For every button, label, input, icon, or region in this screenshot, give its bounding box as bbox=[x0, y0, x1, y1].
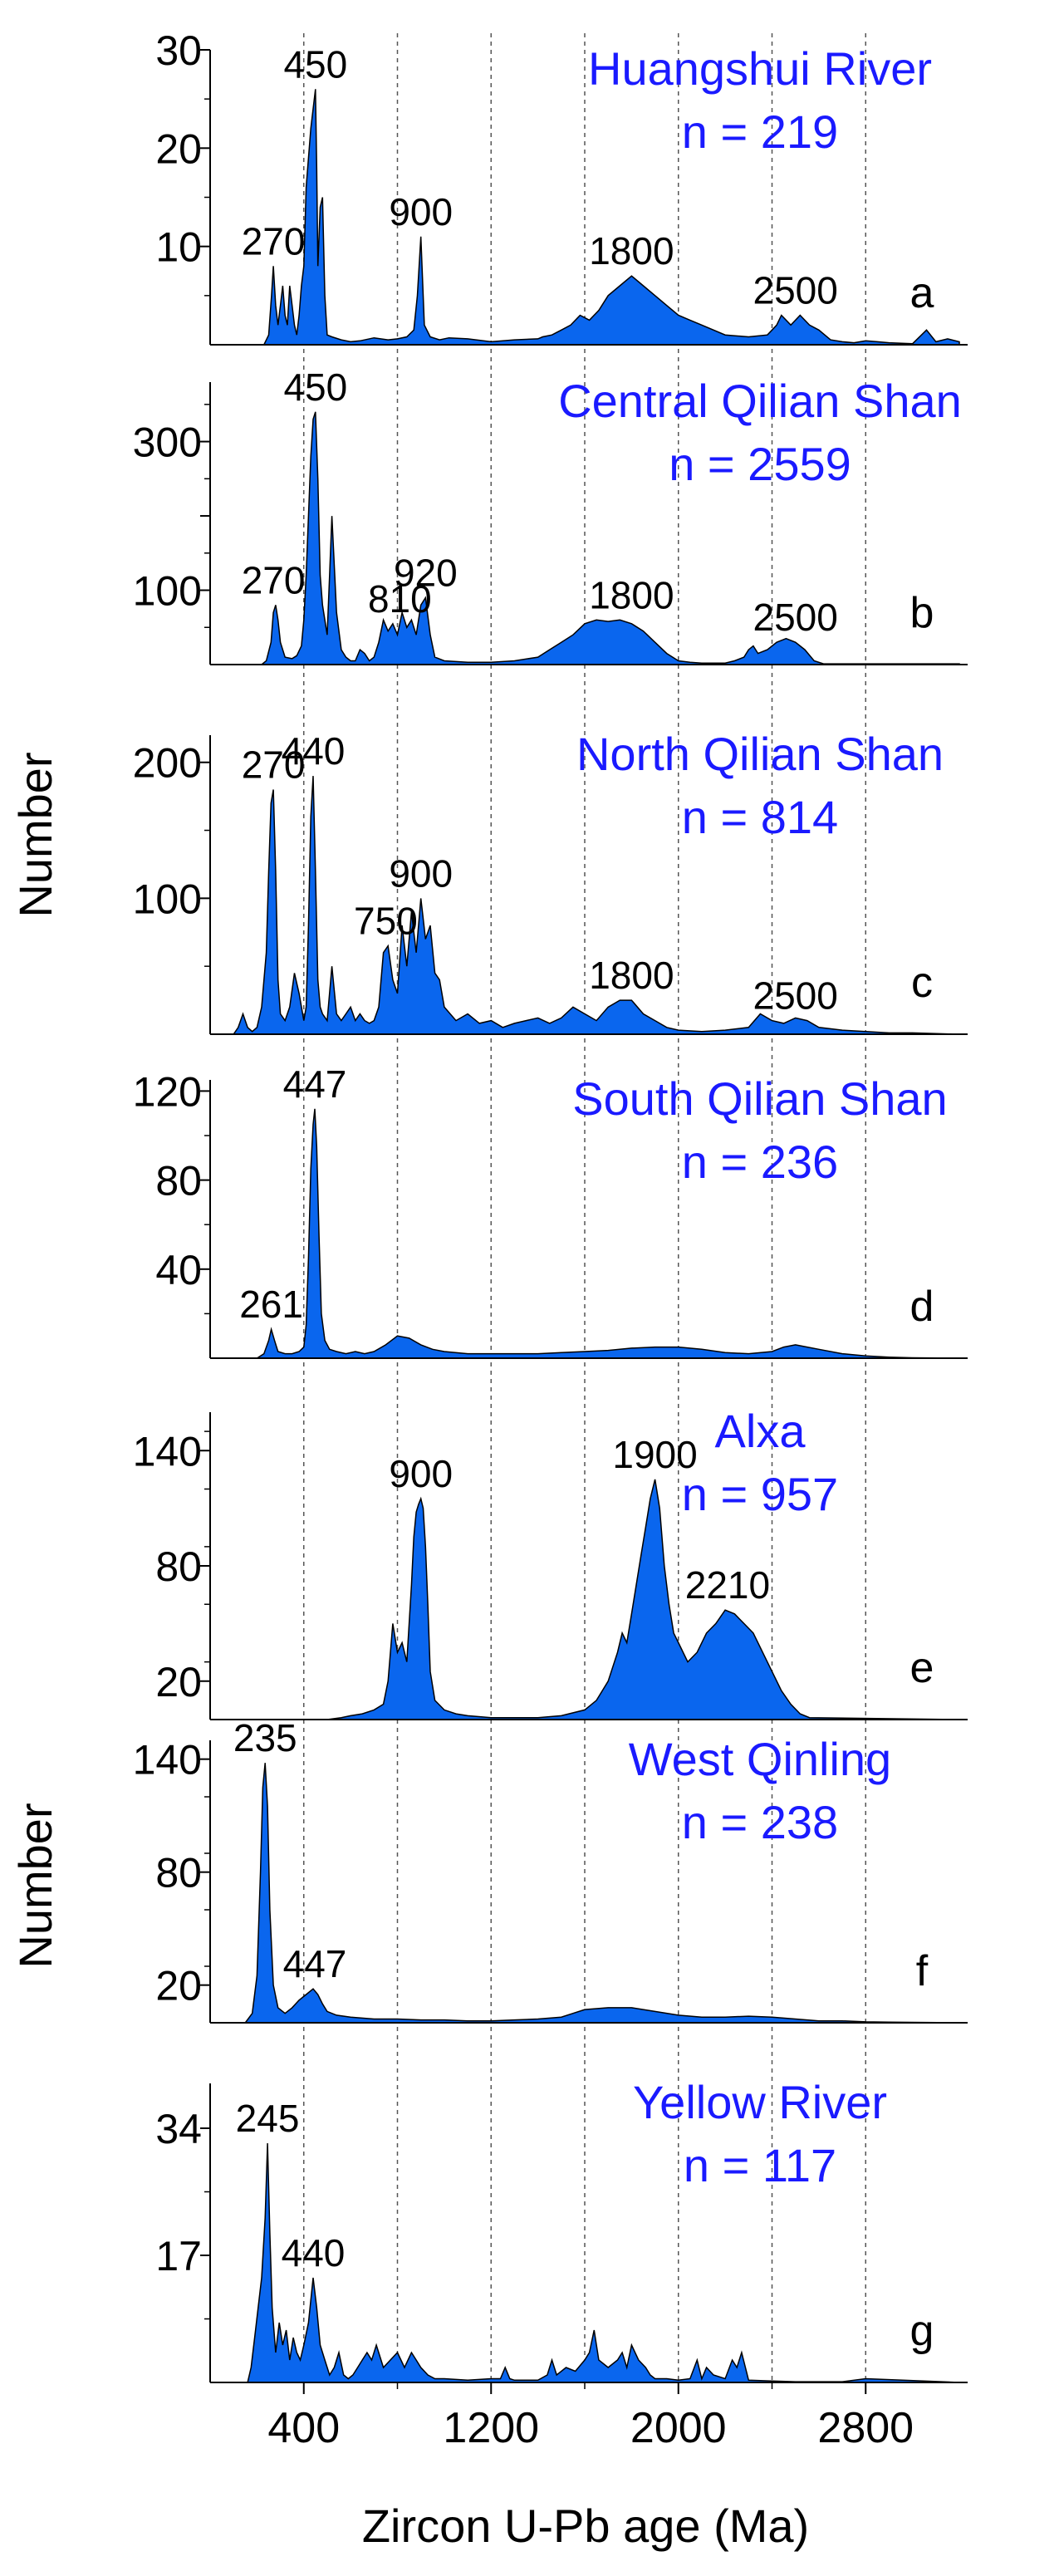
peak-label: 245 bbox=[236, 2097, 300, 2140]
series-area bbox=[210, 1479, 960, 1720]
peak-label: 447 bbox=[283, 1942, 347, 1985]
peak-label: 2500 bbox=[753, 269, 838, 312]
peak-label: 1800 bbox=[589, 229, 674, 272]
panel-letter: g bbox=[910, 2307, 934, 2355]
peak-label: 261 bbox=[239, 1283, 303, 1326]
series-area bbox=[210, 89, 960, 346]
y-tick-label: 80 bbox=[155, 1158, 202, 1205]
panel-sample-size: n = 219 bbox=[682, 105, 838, 158]
y-tick-label: 120 bbox=[133, 1068, 202, 1115]
panel-sample-size: n = 238 bbox=[682, 1796, 838, 1848]
peak-label: 270 bbox=[242, 558, 306, 601]
series-area bbox=[210, 2142, 960, 2383]
x-tick-label: 2800 bbox=[817, 2404, 914, 2452]
shared-x-axis: Number Number Zircon U-Pb age (Ma) bbox=[9, 752, 809, 2552]
panel-letter: c bbox=[911, 959, 933, 1007]
peak-label: 440 bbox=[282, 2231, 346, 2274]
panel-a: 10 20 30 270 450 900 1800 2500 Huangshui River n … bbox=[155, 27, 968, 346]
peak-label: 270 bbox=[242, 743, 306, 786]
series-area bbox=[210, 411, 960, 665]
peak-label: 900 bbox=[389, 1452, 453, 1495]
panel-g: 17 34 245 440 Yellow River n = 117 g bbox=[155, 2076, 968, 2383]
y-tick-label: 34 bbox=[155, 2106, 202, 2152]
peak-label: 2210 bbox=[685, 1563, 770, 1607]
y-tick-label: 20 bbox=[155, 1963, 202, 2009]
panel-sample-size: n = 814 bbox=[682, 791, 838, 843]
peak-label: 1800 bbox=[589, 573, 674, 616]
peak-label: 750 bbox=[354, 900, 418, 943]
panel-letter: b bbox=[910, 589, 934, 637]
x-ticks: 400 1200 2000 2800 bbox=[267, 2382, 914, 2452]
y-axis-label-upper: Number bbox=[9, 752, 61, 917]
panel-sample-size: n = 236 bbox=[682, 1136, 838, 1188]
y-tick-label: 80 bbox=[155, 1850, 202, 1896]
panel-letter: e bbox=[910, 1644, 934, 1692]
peak-label: 450 bbox=[283, 366, 347, 409]
peak-label: 810 bbox=[368, 577, 432, 621]
y-tick-label: 20 bbox=[155, 1659, 202, 1705]
y-tick-label: 10 bbox=[155, 224, 202, 271]
panel-f: 20 80 140 235 447 West Qinling n = 238 f bbox=[133, 1716, 968, 2024]
panel-letter: f bbox=[916, 1947, 929, 1995]
y-tick-label: 300 bbox=[133, 420, 202, 466]
panel-e: 20 80 140 900 1900 2210 Alxa n = 957 e bbox=[133, 1405, 968, 1720]
gridlines bbox=[303, 33, 866, 2382]
series-area bbox=[210, 1763, 960, 2024]
panel-d: 40 80 120 261 447 South Qilian Shan n = 236 d bbox=[133, 1062, 968, 1359]
panels: 10 20 30 270 450 900 1800 2500 Huangshui River n … bbox=[133, 27, 968, 2452]
panel-title: South Qilian Shan bbox=[572, 1072, 947, 1125]
y-tick-label: 200 bbox=[133, 740, 202, 787]
panel-title: Alxa bbox=[715, 1405, 807, 1457]
peak-label: 447 bbox=[283, 1062, 347, 1106]
y-tick-label: 100 bbox=[133, 876, 202, 922]
peak-label: 235 bbox=[233, 1716, 297, 1759]
y-tick-label: 80 bbox=[155, 1543, 202, 1590]
x-tick-label: 2000 bbox=[630, 2404, 727, 2452]
x-axis-label: Zircon U-Pb age (Ma) bbox=[362, 2500, 809, 2552]
series-area bbox=[210, 1108, 960, 1359]
peak-label: 270 bbox=[242, 219, 306, 263]
panel-sample-size: n = 117 bbox=[684, 2139, 836, 2191]
peak-label: 900 bbox=[389, 851, 453, 895]
x-tick-label: 400 bbox=[267, 2404, 340, 2452]
y-tick-label: 40 bbox=[155, 1247, 202, 1293]
panel-sample-size: n = 957 bbox=[682, 1468, 838, 1520]
peak-label: 440 bbox=[282, 729, 346, 773]
y-tick-label: 17 bbox=[155, 2233, 202, 2279]
y-tick-label: 20 bbox=[155, 125, 202, 172]
peak-label: 2500 bbox=[753, 974, 838, 1018]
y-tick-label: 100 bbox=[133, 568, 202, 615]
panel-sample-size: n = 2559 bbox=[669, 438, 851, 490]
series-area bbox=[210, 776, 960, 1035]
y-tick-label: 140 bbox=[133, 1737, 202, 1784]
x-tick-label: 1200 bbox=[443, 2404, 539, 2452]
y-tick-label: 140 bbox=[133, 1428, 202, 1474]
y-tick-label: 30 bbox=[155, 27, 202, 74]
y-axis-label-lower: Number bbox=[9, 1803, 61, 1968]
panel-letter: a bbox=[910, 269, 934, 317]
peak-label: 1900 bbox=[612, 1433, 697, 1476]
peak-label: 1800 bbox=[589, 954, 674, 997]
panel-title: Central Qilian Shan bbox=[558, 375, 962, 427]
panel-title: North Qilian Shan bbox=[576, 728, 944, 780]
peak-label: 920 bbox=[394, 551, 458, 594]
panel-title: Huangshui River bbox=[588, 42, 932, 95]
peak-label: 2500 bbox=[753, 596, 838, 639]
panel-title: Yellow River bbox=[633, 2076, 887, 2128]
peak-label: 450 bbox=[283, 42, 347, 86]
peak-label: 900 bbox=[389, 190, 453, 233]
panel-letter: d bbox=[910, 1283, 934, 1331]
panel-title: West Qinling bbox=[629, 1733, 891, 1785]
